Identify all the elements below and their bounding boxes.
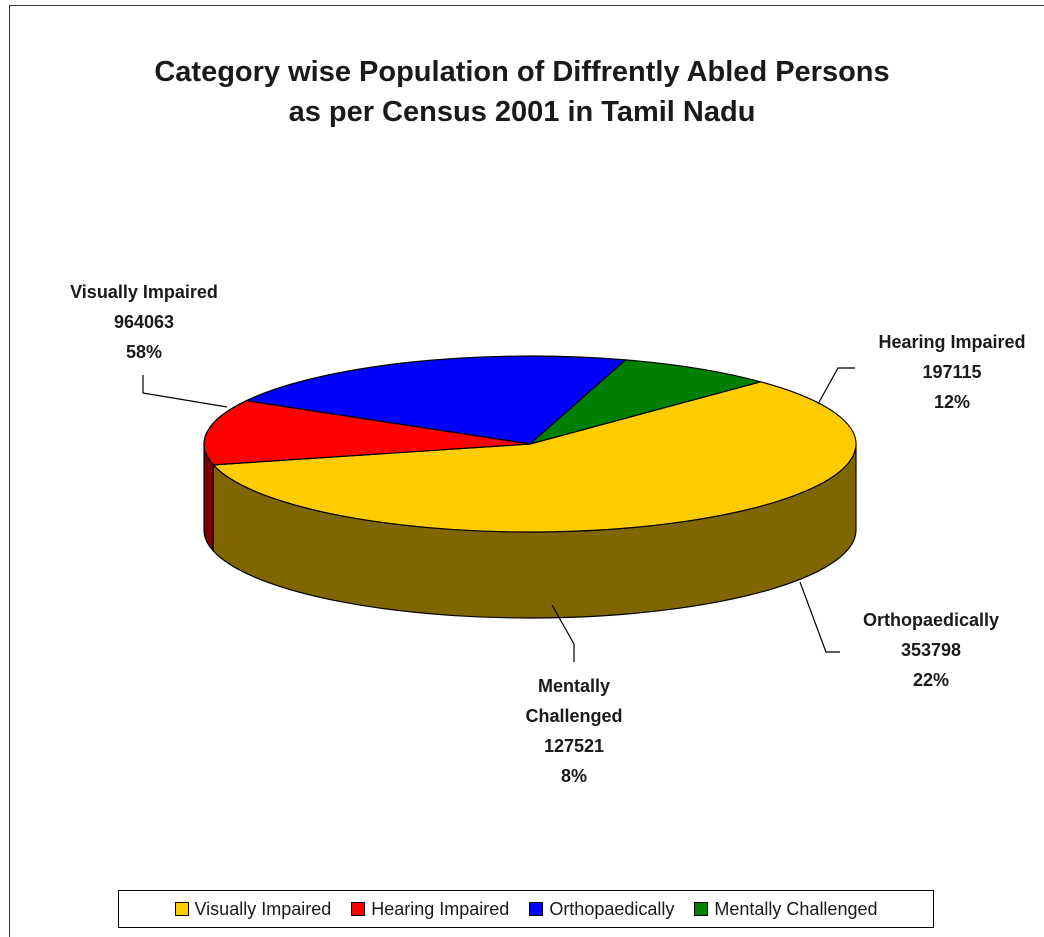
legend-item-hearing-impaired: Hearing Impaired — [351, 899, 509, 920]
data-label-mental: Mentally Challenged 127521 8% — [525, 676, 622, 786]
pie-tops — [203, 355, 857, 533]
legend-swatch-visually-impaired — [174, 902, 189, 916]
legend-swatch-orthopaedically — [529, 902, 544, 916]
pie-slice-hearing — [203, 400, 531, 466]
leader-line-visually — [142, 375, 228, 408]
chart-frame — [9, 5, 1044, 937]
legend-item-visually-impaired: Visually Impaired — [174, 898, 332, 920]
legend-label-visually-impaired: Visually Impaired — [194, 898, 332, 919]
leader-line-ortho — [799, 581, 840, 653]
legend-label-hearing-impaired: Hearing Impaired — [371, 898, 510, 919]
pie-slice-mental — [529, 359, 762, 445]
legend-swatch-hearing-impaired — [351, 902, 366, 916]
pie-slice-ortho — [245, 355, 627, 445]
pie-chart: Visually Impaired 964063 58% Hearing Impair… — [70, 282, 1025, 786]
legend-label-mentally-challenged: Mentally Challenged — [714, 898, 878, 919]
legend-item-mentally-challenged: Mentally Challenged — [694, 898, 878, 920]
chart-title-line-2: as per Census 2001 in Tamil Nadu — [288, 96, 756, 128]
data-label-ortho: Orthopaedically 353798 22% — [863, 610, 999, 690]
leader-line-mental — [551, 604, 575, 662]
legend-swatch-mentally-challenged — [694, 902, 709, 916]
pie-slice-visually — [212, 381, 857, 533]
legend-label-orthopaedically: Orthopaedically — [549, 898, 675, 919]
chart-title-line-1: Category wise Population of Diffrently A… — [154, 56, 890, 88]
data-label-visually: Visually Impaired 964063 58% — [70, 282, 218, 362]
legend-item-orthopaedically: Orthopaedically — [529, 899, 674, 920]
leader-line-hearing — [817, 367, 855, 405]
data-labels: Visually Impaired 964063 58% Hearing Impair… — [70, 282, 1025, 786]
data-label-hearing: Hearing Impaired 197115 12% — [878, 332, 1025, 412]
chart-title: Category wise Population of Diffrently A… — [0, 52, 1044, 132]
legend: Visually Impaired Hearing Impaired Ortho… — [118, 890, 934, 928]
